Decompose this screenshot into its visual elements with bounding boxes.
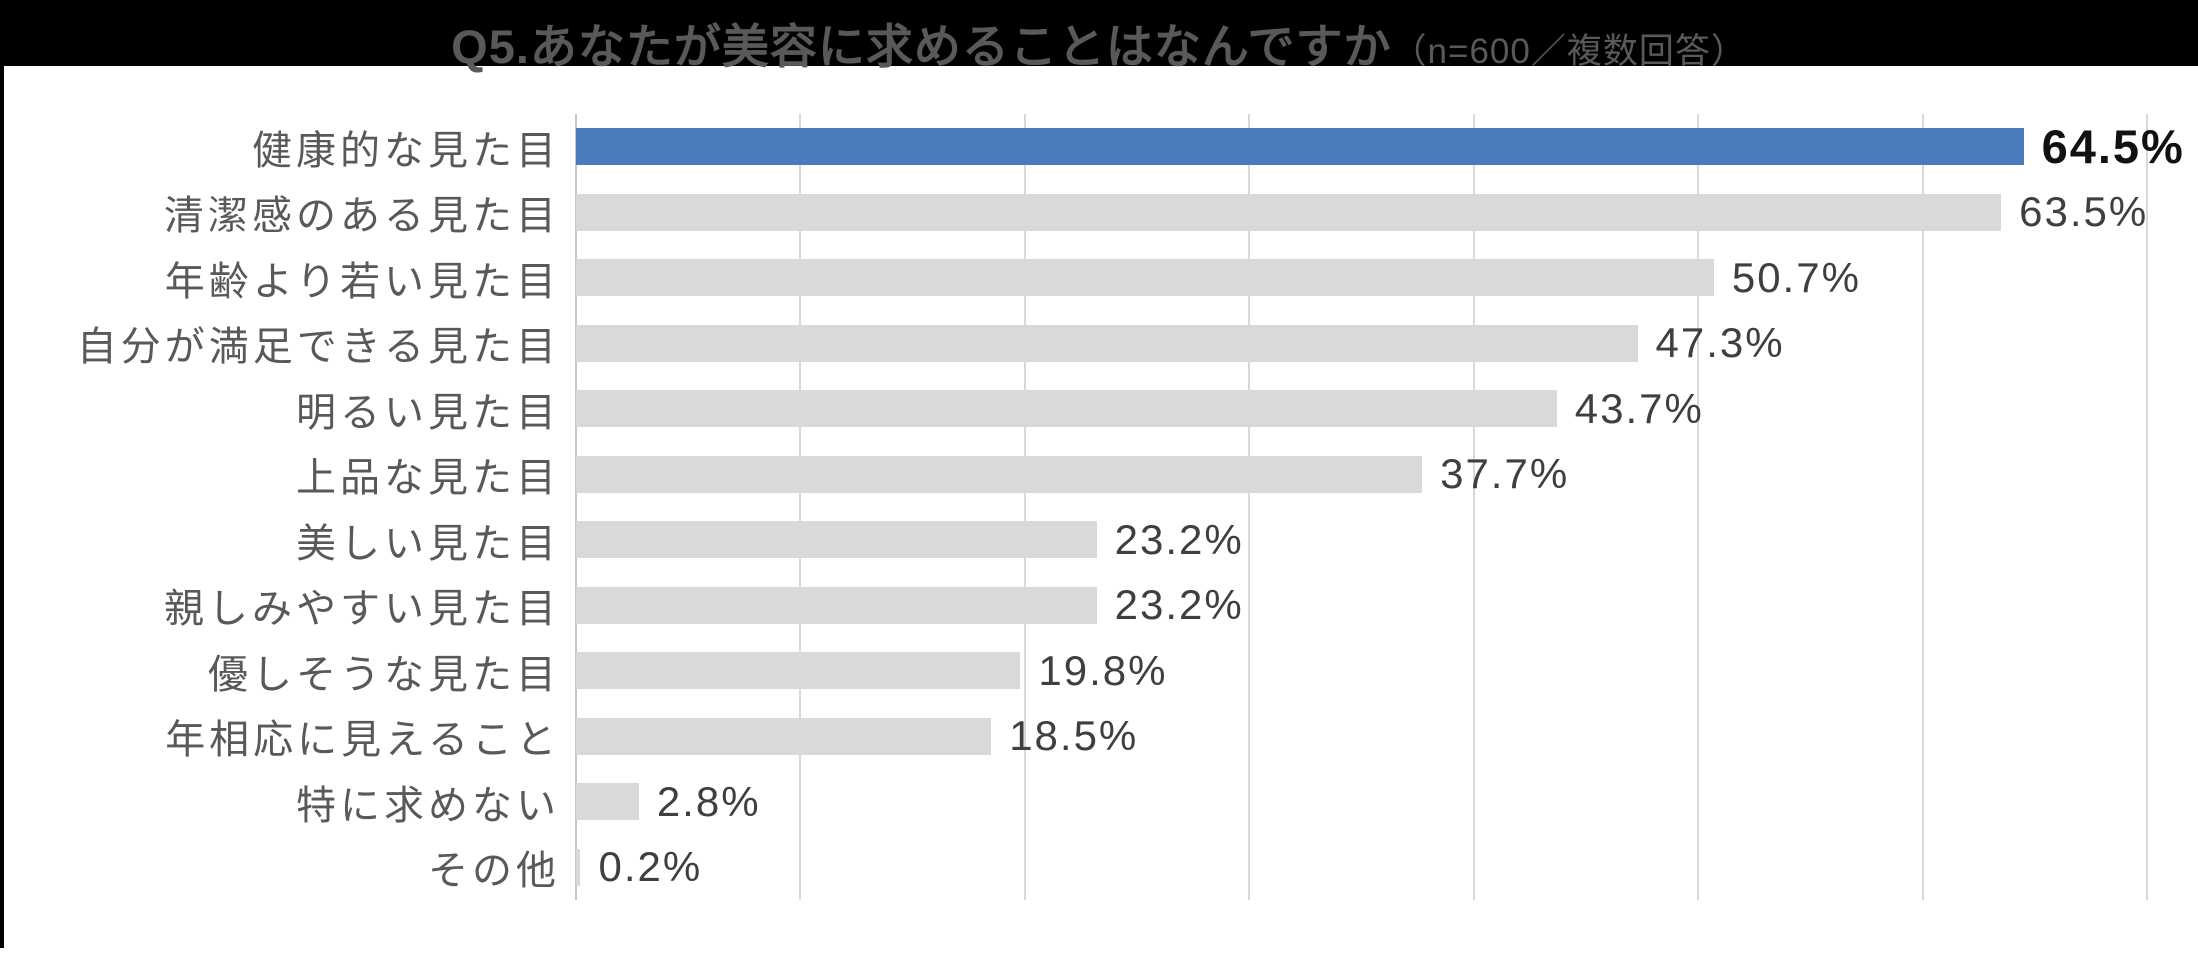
vertical-gridline	[799, 114, 802, 900]
bar	[576, 848, 581, 886]
bar	[576, 717, 992, 755]
bar	[576, 521, 1097, 559]
bar-row: 年相応に見えること 18.5%	[0, 704, 2198, 770]
category-label: 美しい見た目	[296, 521, 560, 566]
bar	[576, 259, 1714, 297]
chart-title-sample-note: （n=600／複数回答）	[1391, 32, 1747, 71]
value-label: 18.5%	[1009, 712, 1139, 760]
value-label: 64.5%	[2041, 120, 2185, 174]
bar-row: 健康的な見た目 64.5%	[0, 114, 2198, 180]
top-black-band	[0, 0, 2198, 66]
category-label: その他	[428, 849, 560, 894]
value-label: 43.7%	[1574, 384, 1704, 432]
plot-area	[575, 114, 2148, 900]
category-label: 年相応に見えること	[165, 718, 560, 763]
bar-row: 特に求めない 2.8%	[0, 769, 2198, 835]
bar	[576, 390, 1557, 428]
category-label: 親しみやすい見た目	[164, 587, 560, 632]
vertical-gridline	[1472, 114, 1475, 900]
value-label: 19.8%	[1038, 646, 1168, 694]
bar	[576, 783, 639, 821]
category-label: 優しそうな見た目	[208, 652, 560, 697]
value-label: 23.2%	[1114, 515, 1244, 563]
y-axis-line	[575, 114, 577, 900]
bar-row: 美しい見た目 23.2%	[0, 507, 2198, 573]
vertical-gridline	[1697, 114, 1700, 900]
vertical-gridline	[1921, 114, 1924, 900]
bar	[576, 324, 1638, 362]
bar-row: その他 0.2%	[0, 835, 2198, 901]
category-label: 自分が満足できる見た目	[76, 325, 560, 370]
bar	[576, 586, 1097, 624]
bar	[576, 652, 1021, 690]
vertical-gridline	[2146, 114, 2148, 900]
bar	[576, 193, 2002, 231]
category-label: 上品な見た目	[296, 456, 560, 501]
category-label: 特に求めない	[296, 783, 560, 828]
vertical-gridline	[1248, 114, 1251, 900]
value-label: 63.5%	[2019, 188, 2149, 236]
bar-row: 自分が満足できる見た目 47.3%	[0, 311, 2198, 377]
value-label: 37.7%	[1440, 450, 1570, 498]
category-label: 年齢より若い見た目	[164, 259, 560, 304]
category-label: 清潔感のある見た目	[164, 194, 560, 239]
bar-row: 親しみやすい見た目 23.2%	[0, 573, 2198, 639]
value-label: 2.8%	[656, 777, 761, 825]
bar-row: 上品な見た目 37.7%	[0, 442, 2198, 508]
value-label: 47.3%	[1655, 319, 1785, 367]
bar-highlighted	[576, 128, 2024, 166]
value-label: 23.2%	[1114, 581, 1244, 629]
chart-title-main: Q5.あなたが美容に求めることはなんですか	[451, 20, 1392, 73]
chart-title: Q5.あなたが美容に求めることはなんですか（n=600／複数回答）	[0, 8, 2198, 77]
bar-row: 清潔感のある見た目 63.5%	[0, 180, 2198, 246]
bar-row: 優しそうな見た目 19.8%	[0, 638, 2198, 704]
value-label: 0.2%	[598, 843, 703, 891]
value-label: 50.7%	[1731, 253, 1861, 301]
left-edge-border	[0, 66, 4, 948]
bar-row: 明るい見た目 43.7%	[0, 376, 2198, 442]
category-label: 明るい見た目	[296, 390, 560, 435]
category-label: 健康的な見た目	[252, 128, 560, 173]
bar-row: 年齢より若い見た目 50.7%	[0, 245, 2198, 311]
vertical-gridline	[1023, 114, 1026, 900]
bar	[576, 455, 1423, 493]
